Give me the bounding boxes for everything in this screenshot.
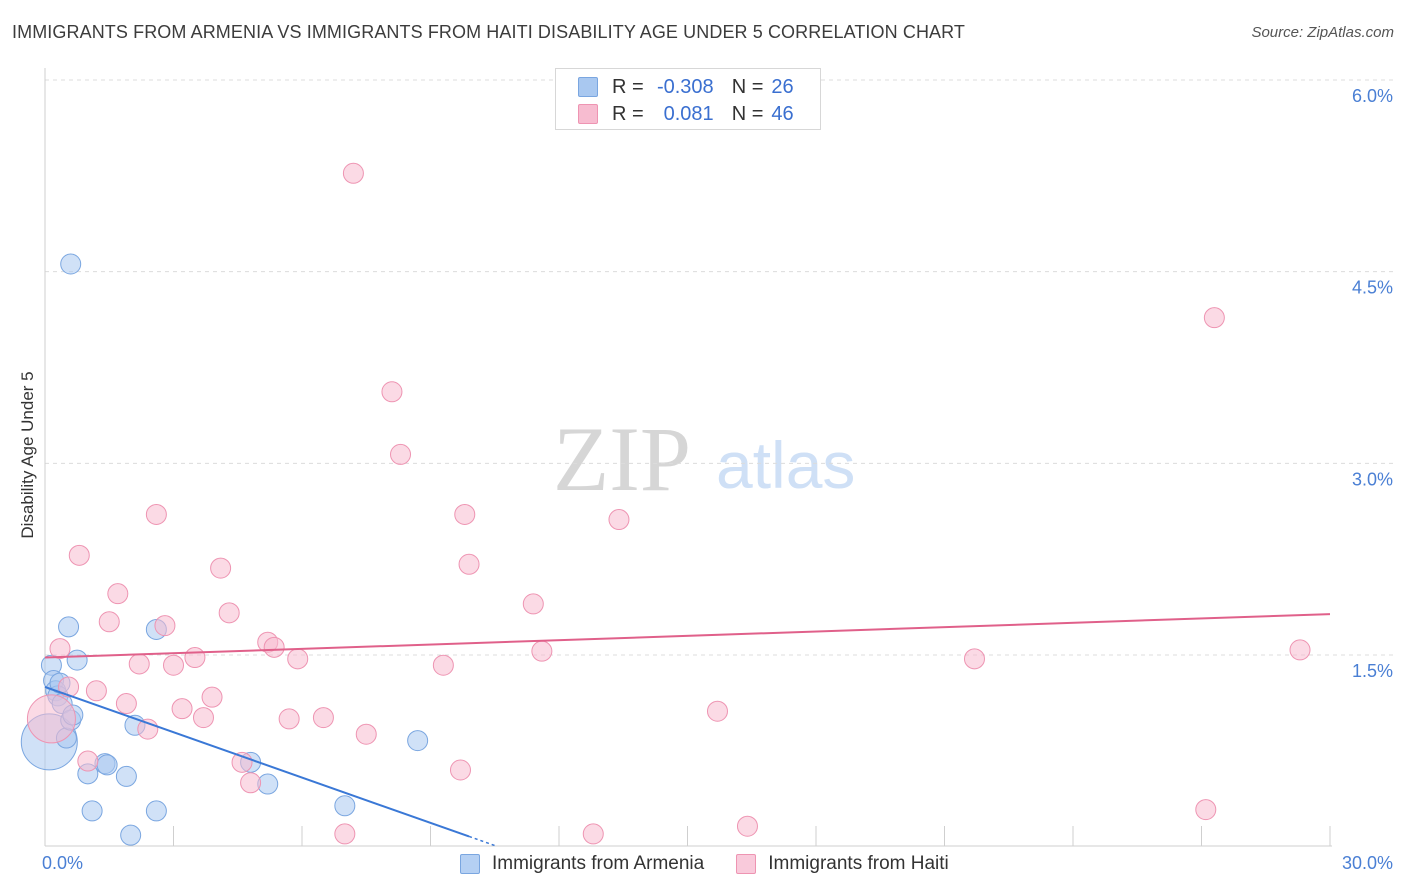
haiti-point bbox=[58, 676, 80, 698]
haiti-point bbox=[522, 593, 544, 615]
haiti-point bbox=[231, 751, 253, 773]
haiti-point bbox=[218, 602, 240, 624]
watermark: ZIP atlas bbox=[553, 408, 855, 510]
haiti-point bbox=[171, 698, 193, 720]
legend-row-armenia: R = -0.308 N = 26 bbox=[578, 75, 794, 99]
trend-lines bbox=[44, 613, 1331, 847]
haiti-point bbox=[432, 654, 454, 676]
haiti-point bbox=[145, 503, 167, 525]
grid-lines bbox=[45, 79, 1395, 656]
haiti-point bbox=[531, 640, 553, 662]
haiti-point bbox=[312, 707, 334, 729]
haiti-point bbox=[115, 693, 137, 715]
haiti-point bbox=[184, 647, 206, 669]
armenia-point bbox=[145, 800, 167, 822]
haiti-point bbox=[963, 648, 985, 670]
armenia-point bbox=[66, 649, 88, 671]
source-label: Source: ZipAtlas.com bbox=[1251, 24, 1394, 41]
haiti-point bbox=[454, 503, 476, 525]
legend-label-armenia: Immigrants from Armenia bbox=[492, 853, 705, 874]
haiti-point bbox=[128, 653, 150, 675]
haiti-point bbox=[154, 615, 176, 637]
haiti-point bbox=[85, 680, 107, 702]
armenia-point bbox=[96, 754, 118, 776]
haiti-point bbox=[1195, 799, 1217, 821]
legend-item-haiti[interactable]: Immigrants from Haiti bbox=[736, 853, 949, 875]
haiti-point bbox=[201, 686, 223, 708]
haiti-point bbox=[107, 583, 129, 605]
haiti-swatch bbox=[578, 104, 598, 124]
haiti-point bbox=[68, 544, 90, 566]
r-label: R = bbox=[612, 102, 644, 125]
haiti-trend-line bbox=[44, 613, 1331, 659]
haiti-point bbox=[381, 381, 403, 403]
armenia-point bbox=[120, 824, 142, 846]
haiti-point bbox=[210, 557, 232, 579]
data-points bbox=[20, 162, 1311, 846]
haiti-point bbox=[26, 694, 76, 744]
haiti-point bbox=[137, 718, 159, 740]
haiti-point bbox=[278, 708, 300, 730]
haiti-point bbox=[706, 700, 728, 722]
haiti-point bbox=[449, 759, 471, 781]
r-value: -0.308 bbox=[656, 75, 714, 98]
haiti-point bbox=[98, 611, 120, 633]
haiti-point bbox=[1289, 639, 1311, 661]
armenia-point bbox=[334, 795, 356, 817]
haiti-point bbox=[240, 772, 262, 794]
haiti-legend-swatch bbox=[736, 854, 757, 874]
armenia-point bbox=[81, 800, 103, 822]
n-value: 26 bbox=[771, 75, 794, 98]
armenia-point bbox=[407, 730, 429, 752]
armenia-point bbox=[115, 765, 137, 787]
legend-label-haiti: Immigrants from Haiti bbox=[768, 853, 949, 874]
legend-row-haiti: R = 0.081 N = 46 bbox=[578, 102, 794, 126]
haiti-point bbox=[192, 707, 214, 729]
series-legend: Immigrants from Armenia Immigrants from … bbox=[460, 852, 981, 876]
armenia-swatch bbox=[578, 77, 598, 97]
haiti-point bbox=[77, 750, 99, 772]
haiti-point bbox=[49, 638, 71, 660]
haiti-point bbox=[582, 823, 604, 845]
armenia-trend-line bbox=[44, 686, 470, 838]
haiti-point bbox=[163, 654, 184, 676]
haiti-point bbox=[355, 723, 377, 745]
armenia-legend-swatch bbox=[460, 854, 480, 874]
n-label: N = bbox=[731, 102, 764, 125]
haiti-point bbox=[390, 443, 412, 465]
y-tick-label: 1.5% bbox=[1352, 661, 1393, 681]
r-value: 0.081 bbox=[663, 102, 714, 125]
armenia-trend-line-extension bbox=[468, 835, 495, 847]
legend-item-armenia[interactable]: Immigrants from Armenia bbox=[460, 853, 704, 875]
chart-title: IMMIGRANTS FROM ARMENIA VS IMMIGRANTS FR… bbox=[12, 22, 966, 42]
haiti-point bbox=[263, 636, 285, 658]
x-tick-label: 30.0% bbox=[1342, 853, 1393, 873]
y-tick-label: 6.0% bbox=[1352, 86, 1393, 106]
x-tick-label: 0.0% bbox=[42, 853, 83, 873]
r-label: R = bbox=[612, 75, 644, 98]
haiti-point bbox=[287, 648, 309, 670]
y-tick-label: 3.0% bbox=[1352, 469, 1393, 489]
armenia-point bbox=[58, 616, 80, 638]
n-label: N = bbox=[731, 75, 764, 98]
haiti-point bbox=[342, 162, 364, 184]
n-value: 46 bbox=[771, 102, 794, 125]
haiti-point bbox=[334, 823, 356, 845]
armenia-point bbox=[60, 253, 82, 275]
haiti-point bbox=[458, 553, 480, 575]
watermark-atlas: atlas bbox=[716, 428, 855, 502]
watermark-zip: ZIP bbox=[553, 408, 691, 510]
correlation-legend: R = -0.308 N = 26 R = 0.081 N = 46 bbox=[555, 68, 821, 130]
haiti-point bbox=[736, 815, 758, 837]
tick-labels: 1.5% 3.0% 4.5% 6.0% 0.0% 30.0% bbox=[42, 86, 1393, 873]
haiti-point bbox=[608, 509, 630, 531]
y-tick-label: 4.5% bbox=[1352, 278, 1393, 298]
haiti-point bbox=[1203, 307, 1225, 329]
